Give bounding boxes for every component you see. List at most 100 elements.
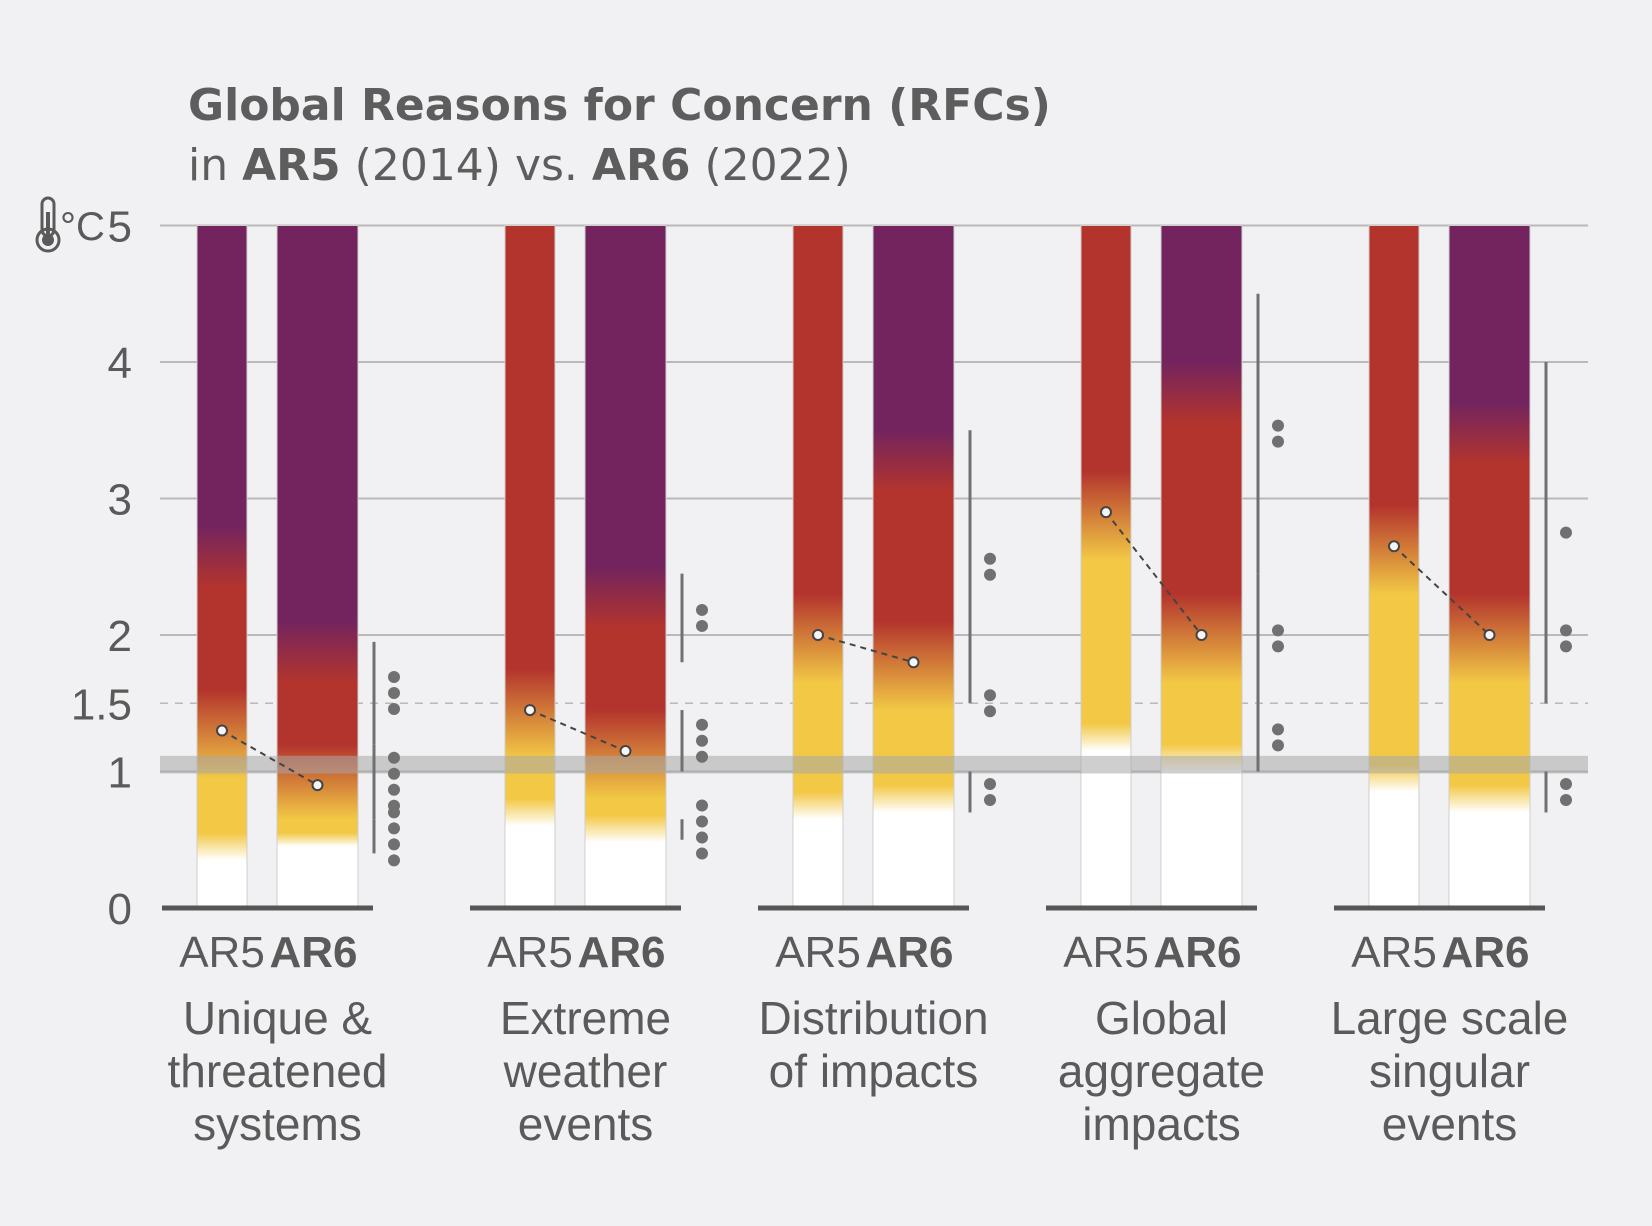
subtitle-part: (2014) vs. [341, 140, 592, 191]
subtitle-part: in [188, 140, 242, 191]
category-name-line: Global [1095, 992, 1228, 1044]
confidence-dot [696, 799, 708, 812]
confidence-dot [388, 838, 400, 851]
ar6-column-label: AR6 [577, 928, 665, 977]
category-name-line: events [518, 1098, 654, 1150]
ar5-transition-point [216, 724, 228, 737]
ar5-column-label: AR5 [179, 928, 265, 977]
confidence-dot [1560, 640, 1572, 653]
ar6-column-label: AR6 [269, 928, 357, 977]
present-warming-band [160, 755, 1588, 774]
category-name-line: impacts [1082, 1098, 1240, 1150]
subtitle-part: (2022) [690, 140, 850, 191]
category-name-line: Extreme [500, 992, 671, 1044]
category-name-line: Distribution [758, 992, 988, 1044]
ar6-transition-point [907, 656, 920, 669]
transition-lines [216, 506, 1496, 792]
ar6-risk-bar [276, 225, 359, 909]
confidence-dot [1272, 419, 1284, 432]
y-tick-label: 0 [108, 885, 132, 934]
category-name-line: events [1382, 1098, 1518, 1150]
confidence-dot [984, 689, 996, 702]
confidence-dot [984, 705, 996, 718]
y-axis-ticks: 0 1 1.5 2 3 4 5 [71, 203, 132, 935]
confidence-dot [388, 783, 400, 796]
confidence-dot [696, 847, 708, 860]
confidence-dot [696, 815, 708, 828]
ar5-risk-bar [504, 225, 556, 909]
chart-subtitle: in AR5 (2014) vs. AR6 (2022) [188, 140, 851, 191]
ar5-column-label: AR5 [1351, 928, 1437, 977]
category-name-line: singular [1369, 1045, 1530, 1097]
confidence-dot [388, 671, 400, 684]
ar5-risk-bar [1368, 225, 1420, 909]
ar6-column-label: AR6 [1441, 928, 1529, 977]
category-name-line: Large scale [1331, 992, 1569, 1044]
confidence-dot [1272, 624, 1284, 637]
ar5-risk-bar [1080, 225, 1132, 909]
category-name-line: Unique & [183, 992, 372, 1044]
y-axis-unit: °C [60, 205, 105, 249]
ar6-column-label: AR6 [865, 928, 953, 977]
confidence-dot [696, 619, 708, 632]
ar6-risk-bar [1160, 225, 1243, 909]
risk-bars [196, 225, 1531, 909]
ar5-transition-point [812, 629, 824, 641]
confidence-dot [1272, 435, 1284, 448]
ar5-risk-bar [792, 225, 844, 909]
y-tick-label: 2 [108, 612, 132, 661]
category-name-line: systems [193, 1098, 362, 1150]
confidence-dot [984, 568, 996, 581]
category-name-line: weather [503, 1045, 668, 1097]
ar6-transition-point [1195, 629, 1208, 641]
chart-title: Global Reasons for Concern (RFCs) [188, 80, 1051, 131]
confidence-dot [696, 750, 708, 763]
ar6-transition-point [311, 779, 324, 792]
y-tick-label: 1.5 [71, 680, 132, 729]
confidence-dot [1560, 624, 1572, 637]
ar6-column-label: AR6 [1153, 928, 1241, 977]
confidence-dot [388, 751, 400, 764]
ar6-risk-bar [872, 225, 955, 909]
confidence-dot [388, 854, 400, 867]
ar6-risk-bar [1448, 225, 1531, 909]
confidence-dot [1272, 723, 1284, 736]
confidence-markers [372, 293, 1572, 867]
present-warming-band [160, 755, 1588, 774]
confidence-dot [984, 793, 996, 806]
transition-line [221, 729, 318, 787]
subtitle-part: AR5 [242, 140, 341, 191]
confidence-dot [696, 831, 708, 844]
category-name-line: of impacts [769, 1045, 979, 1097]
confidence-dot [984, 777, 996, 790]
confidence-dot [1560, 526, 1572, 539]
y-tick-label: 4 [108, 339, 132, 388]
confidence-dot [388, 822, 400, 835]
ar5-transition-point [1100, 506, 1112, 519]
confidence-dot [696, 718, 708, 731]
confidence-dot [388, 703, 400, 716]
confidence-dot [388, 806, 400, 819]
y-tick-label: 3 [108, 476, 132, 525]
category-name-line: aggregate [1058, 1045, 1265, 1097]
ar5-column-label: AR5 [487, 928, 573, 977]
confidence-dot [696, 603, 708, 616]
confidence-dot [388, 767, 400, 780]
ar5-transition-point [524, 704, 536, 717]
confidence-dot [1560, 777, 1572, 790]
confidence-dot [1560, 793, 1572, 806]
transition-line [1105, 511, 1203, 636]
confidence-dot [696, 734, 708, 747]
ar5-column-label: AR5 [1063, 928, 1149, 977]
subtitle-part: AR6 [592, 140, 691, 191]
y-tick-label: 5 [108, 203, 132, 252]
ar6-risk-bar [584, 225, 667, 909]
ar5-risk-bar [196, 225, 248, 909]
confidence-dot [388, 687, 400, 700]
category-name-line: threatened [168, 1045, 388, 1097]
ar6-transition-point [619, 745, 632, 758]
confidence-dot [1272, 739, 1284, 752]
ar6-transition-point [1483, 629, 1496, 641]
